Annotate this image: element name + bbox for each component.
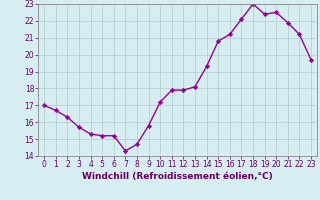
X-axis label: Windchill (Refroidissement éolien,°C): Windchill (Refroidissement éolien,°C) (82, 172, 273, 181)
